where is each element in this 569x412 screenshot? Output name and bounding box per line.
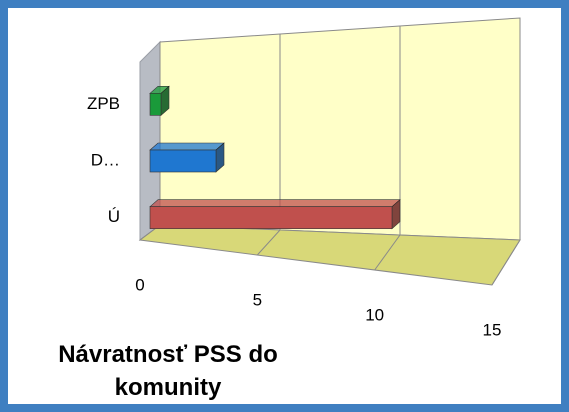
x-tick-label: 0 [135, 275, 144, 294]
x-tick-label: 10 [365, 305, 384, 324]
bar-face [149, 199, 401, 207]
bar-face [149, 142, 225, 151]
bar-face [149, 206, 393, 229]
y-tick-label: ZPB [87, 94, 120, 113]
x-tick-label: 5 [253, 290, 262, 309]
bar [149, 142, 225, 173]
chart-title: Návratnosť PSS do komunity [58, 341, 278, 401]
y-tick-label: D… [91, 150, 120, 169]
y-tick-label: Ú [108, 207, 120, 226]
grid-line [491, 239, 521, 286]
x-tick-label: 15 [483, 320, 502, 339]
bar-face [149, 149, 217, 173]
bar [149, 199, 401, 230]
bar-face [149, 93, 162, 116]
grid-line [256, 229, 281, 256]
grid-line [374, 234, 401, 271]
bar [149, 85, 170, 116]
